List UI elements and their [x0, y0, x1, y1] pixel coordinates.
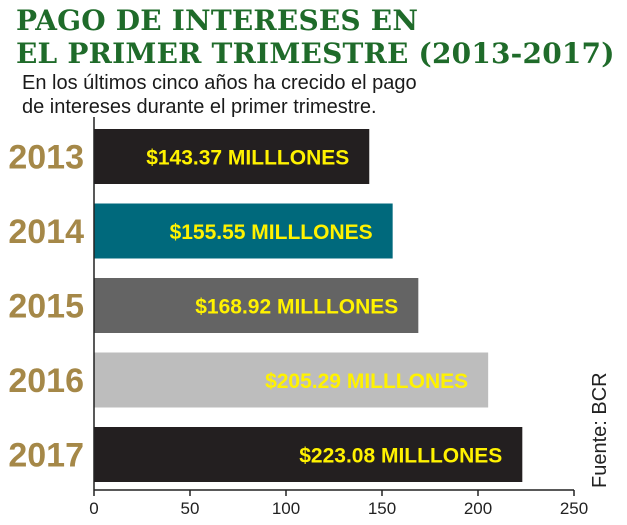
data-label-2014: $155.55 MILLLONES: [170, 221, 373, 244]
source-note: Fuente: BCR: [589, 372, 611, 488]
category-label-2017: 2017: [8, 437, 84, 475]
data-label-2016: $205.29 MILLLONES: [265, 370, 468, 393]
chart-subtitle: En los últimos cinco años ha crecido el …: [22, 71, 582, 119]
x-tick-label-200: 200: [464, 499, 492, 518]
x-tick-label-100: 100: [272, 499, 300, 518]
data-label-2015: $168.92 MILLLONES: [195, 296, 398, 319]
chart-title: PAGO DE INTERESES EN EL PRIMER TRIMESTRE…: [16, 4, 616, 70]
x-axis: 0 50 100 150 200 250: [89, 117, 588, 518]
chart-title-line-1: PAGO DE INTERESES EN: [16, 4, 419, 37]
x-tick-label-0: 0: [89, 499, 98, 518]
x-tick-label-50: 50: [181, 499, 200, 518]
bar-2017: [94, 427, 523, 482]
chart-title-line-2: EL PRIMER TRIMESTRE (2013-2017): [16, 37, 615, 70]
bar-2013: [94, 129, 370, 184]
x-tick-label-150: 150: [368, 499, 396, 518]
category-label-2013: 2013: [8, 139, 84, 177]
category-label-2015: 2015: [8, 288, 84, 326]
data-label-2017: $223.08 MILLLONES: [299, 445, 502, 468]
bars-group: 2013 $143.37 MILLLONES 2014 $155.55 MILLLON…: [8, 129, 523, 482]
data-label-2013: $143.37 MILLLONES: [146, 147, 349, 170]
bar-2016: [94, 352, 489, 408]
bar-2015: [94, 278, 419, 333]
bar-2014: [94, 203, 393, 259]
chart-subtitle-line-1: En los últimos cinco años ha crecido el …: [22, 72, 417, 94]
category-label-2014: 2014: [8, 213, 84, 251]
category-label-2016: 2016: [8, 362, 84, 400]
chart-subtitle-line-2: de intereses durante el primer trimestre…: [22, 96, 377, 118]
x-tick-label-250: 250: [560, 499, 588, 518]
